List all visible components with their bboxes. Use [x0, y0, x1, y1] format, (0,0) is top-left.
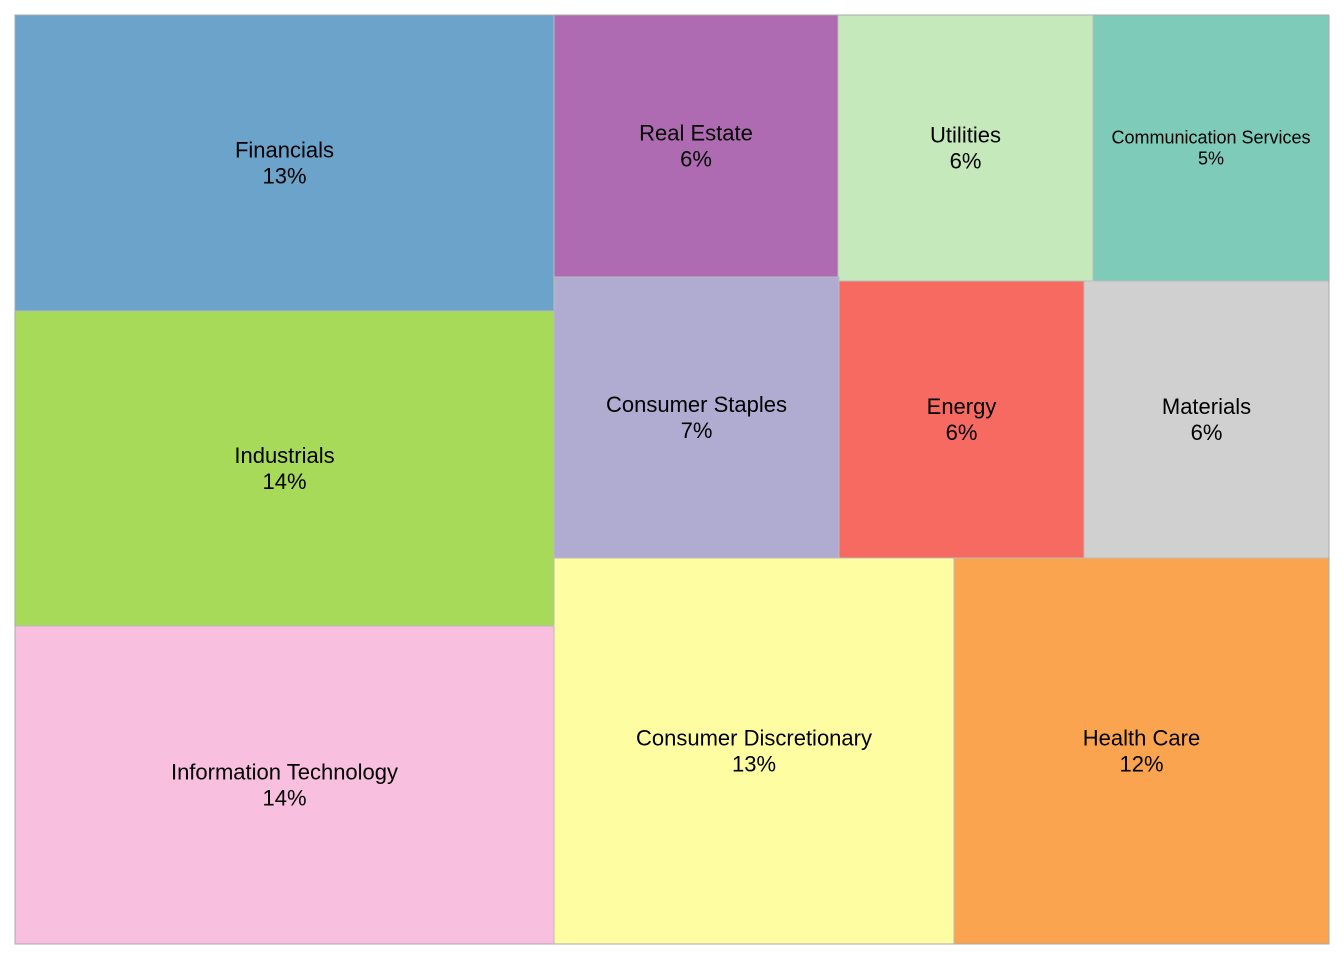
treemap-border — [14, 14, 1330, 945]
tile-label-consumer-staples: Consumer Staples — [606, 392, 787, 417]
tile-label-utilities: Utilities — [930, 123, 1001, 148]
tile-rect-utilities — [837, 14, 1094, 282]
tile-label-financials: Financials — [235, 138, 334, 163]
tile-label-energy: Energy — [927, 394, 997, 419]
tile-value-energy: 6% — [946, 420, 978, 445]
tile-value-consumer-staples: 7% — [681, 418, 713, 443]
tile-rect-information-technology — [14, 625, 555, 945]
tile-value-financials: 13% — [262, 163, 306, 188]
tile-label-information-technology: Information Technology — [171, 760, 398, 785]
tile-label-consumer-discretionary: Consumer Discretionary — [636, 726, 872, 751]
tile-value-materials: 6% — [1191, 420, 1223, 445]
tile-label-communication-services: Communication Services — [1111, 128, 1310, 148]
tile-value-information-technology: 14% — [262, 785, 306, 810]
tile-rect-consumer-staples — [553, 276, 840, 559]
tile-value-utilities: 6% — [950, 148, 982, 173]
tile-rect-communication-services — [1092, 14, 1330, 282]
tile-label-industrials: Industrials — [234, 443, 334, 468]
tile-label-health-care: Health Care — [1083, 726, 1200, 751]
tile-rect-consumer-discretionary — [553, 557, 955, 945]
tile-value-consumer-discretionary: 13% — [732, 751, 776, 776]
tile-label-materials: Materials — [1162, 394, 1251, 419]
tile-rect-energy — [838, 280, 1085, 559]
tile-label-real-estate: Real Estate — [639, 121, 753, 146]
tile-value-real-estate: 6% — [680, 146, 712, 171]
tile-rect-financials — [14, 14, 555, 312]
tile-value-industrials: 14% — [262, 469, 306, 494]
tile-rect-industrials — [14, 310, 555, 627]
tile-value-communication-services: 5% — [1198, 149, 1224, 169]
tile-value-health-care: 12% — [1119, 751, 1163, 776]
tile-rect-real-estate — [553, 14, 839, 278]
